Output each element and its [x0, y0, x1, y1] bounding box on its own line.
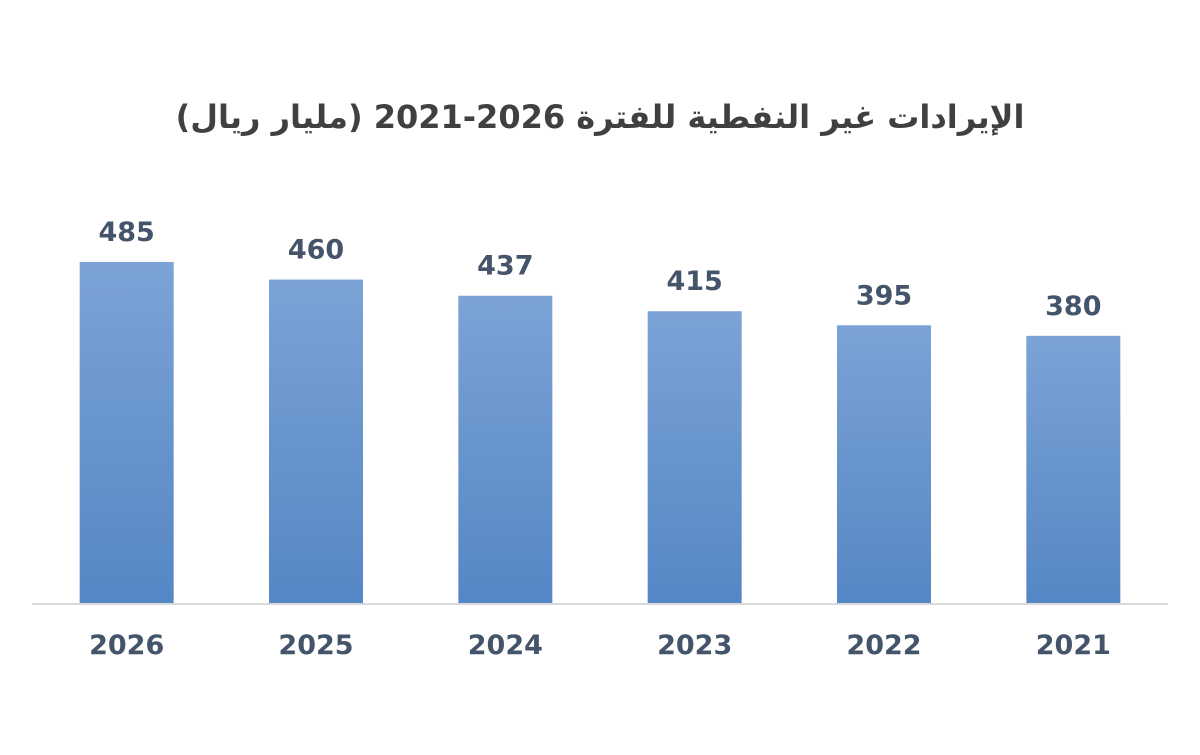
value-label-2024: 437 [477, 251, 533, 282]
bar-2026 [79, 262, 174, 603]
value-label-2021: 380 [1045, 291, 1101, 322]
value-label-2026: 485 [98, 217, 154, 248]
x-tick-label-2021: 2021 [1036, 630, 1111, 661]
x-tick-label-2023: 2023 [657, 630, 732, 661]
chart-title: الإيرادات غير النفطية للفترة 2026-2021 (… [175, 98, 1025, 136]
bar-2022 [837, 325, 931, 603]
x-tick-label-2026: 2026 [89, 630, 164, 661]
x-tick-label-2024: 2024 [468, 630, 543, 661]
bar-2025 [269, 279, 363, 603]
bar-2023 [647, 311, 742, 603]
bar-2021 [1026, 335, 1121, 603]
value-label-2022: 395 [856, 280, 912, 311]
x-tick-label-2022: 2022 [846, 630, 921, 661]
value-label-2025: 460 [288, 235, 344, 266]
x-tick-label-2025: 2025 [278, 630, 353, 661]
value-label-2023: 415 [666, 266, 722, 297]
bar-2024 [458, 295, 553, 603]
